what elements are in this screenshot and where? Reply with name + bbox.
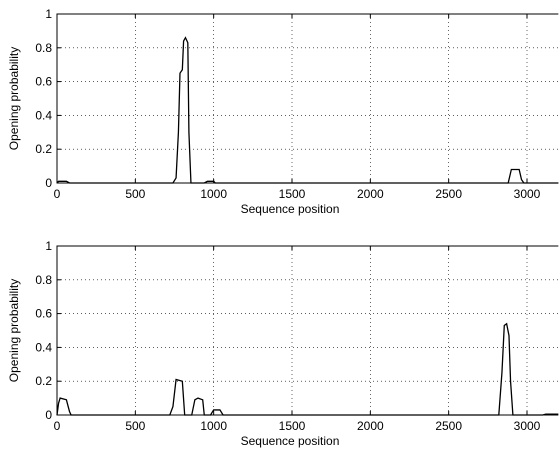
y-tick-label: 0.6 bbox=[35, 75, 52, 89]
axes-frame bbox=[56, 13, 559, 184]
y-tick-label: 0.6 bbox=[35, 307, 52, 321]
y-tick-label: 0.4 bbox=[35, 340, 52, 354]
data-line bbox=[56, 322, 559, 416]
x-tick-label: 1000 bbox=[200, 187, 227, 201]
x-tick-label: 3000 bbox=[514, 419, 541, 433]
x-tick-label: 1500 bbox=[279, 187, 306, 201]
x-tick-label: 2500 bbox=[435, 187, 462, 201]
x-tick-label: 1000 bbox=[200, 419, 227, 433]
x-tick-label: 3000 bbox=[514, 187, 541, 201]
y-tick-label: 1 bbox=[45, 7, 52, 21]
x-tick-label: 0 bbox=[54, 419, 61, 433]
x-axis-label: Sequence position bbox=[241, 202, 340, 216]
y-axis-label: Opening probability bbox=[7, 47, 21, 150]
y-tick-label: 0.8 bbox=[35, 273, 52, 287]
y-tick-label: 0.8 bbox=[35, 41, 52, 55]
y-tick-label: 0.2 bbox=[35, 374, 52, 388]
y-tick-label: 1 bbox=[45, 239, 52, 253]
x-tick-label: 2500 bbox=[435, 419, 462, 433]
x-tick-label: 2000 bbox=[357, 419, 384, 433]
y-tick-label: 0.2 bbox=[35, 142, 52, 156]
x-tick-label: 500 bbox=[125, 187, 145, 201]
x-tick-label: 2000 bbox=[357, 187, 384, 201]
axes-frame bbox=[56, 245, 559, 416]
x-axis-label: Sequence position bbox=[241, 434, 340, 448]
x-tick-label: 1500 bbox=[279, 419, 306, 433]
x-tick-label: 500 bbox=[125, 419, 145, 433]
data-line bbox=[56, 36, 559, 184]
y-axis-label: Opening probability bbox=[7, 279, 21, 382]
x-tick-label: 0 bbox=[54, 187, 61, 201]
y-tick-label: 0 bbox=[45, 176, 52, 190]
y-tick-label: 0 bbox=[45, 408, 52, 422]
y-tick-label: 0.4 bbox=[35, 108, 52, 122]
